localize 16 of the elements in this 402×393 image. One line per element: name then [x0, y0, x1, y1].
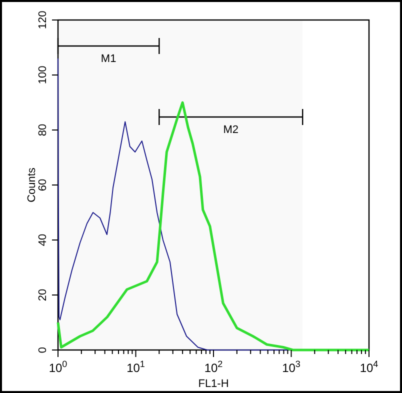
y-tick-label: 60: [37, 178, 49, 192]
band-label: M2: [223, 124, 239, 136]
y-tick-label: 40: [37, 234, 49, 246]
y-tick-label: 120: [37, 10, 49, 30]
x-tick-label: 10$^{4}$: [360, 359, 378, 375]
y-tick-label: 100: [37, 66, 49, 84]
x-tick-label: 10$^{2}$: [204, 359, 223, 375]
x-axis-title: FL1-H: [198, 378, 229, 390]
x-tick-label: 10$^{0}$: [48, 359, 68, 375]
y-tick-label: 80: [37, 124, 49, 136]
y-tick-label: 20: [37, 288, 49, 302]
band-label: M1: [100, 53, 116, 65]
y-tick-label: 0: [37, 346, 49, 354]
y-axis-title: Counts: [26, 167, 38, 202]
x-tick-label: 10$^{1}$: [126, 359, 145, 375]
x-tick-label: 10$^{3}$: [282, 359, 300, 375]
